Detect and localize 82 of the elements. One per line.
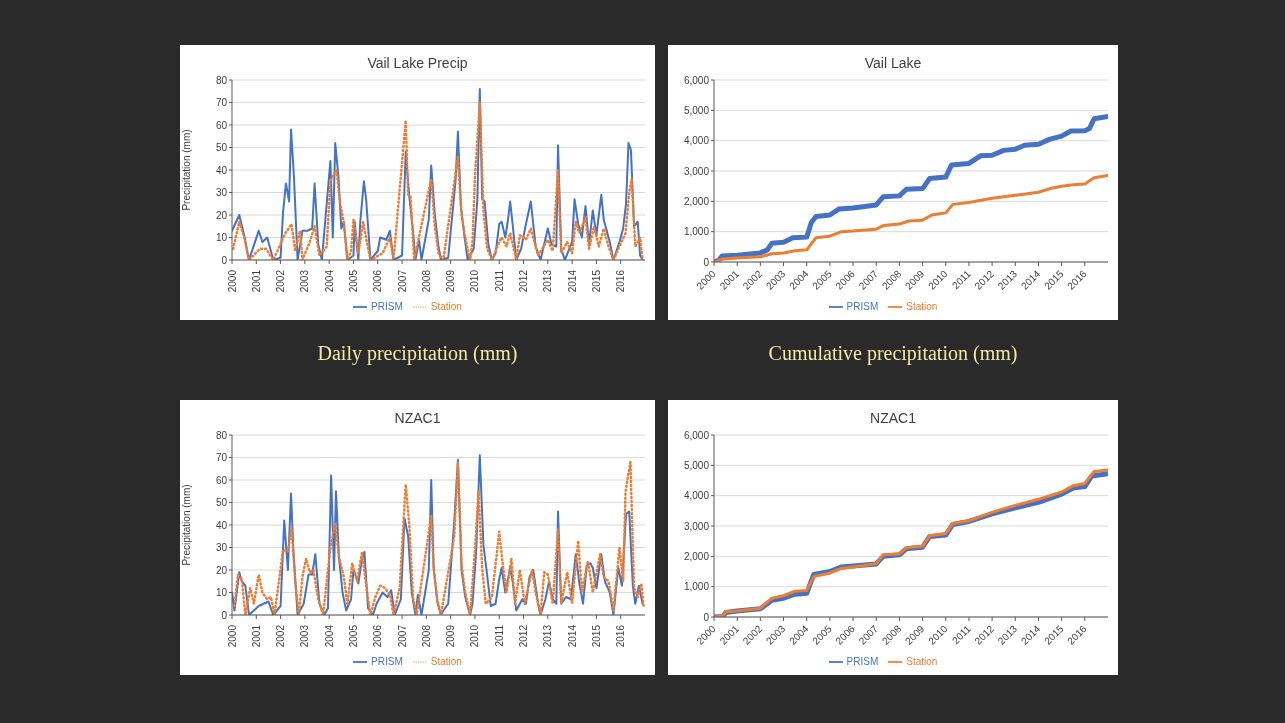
legend-label: PRISM: [846, 655, 879, 667]
x-tick-label: 2014: [566, 624, 578, 648]
x-tick-label: 2009: [445, 269, 457, 293]
x-tick-label: 2010: [469, 269, 481, 293]
legend-label: Station: [906, 300, 938, 312]
legend-label: PRISM: [371, 655, 403, 667]
x-tick-label: 2000: [226, 269, 238, 293]
y-tick-label: 50: [215, 497, 228, 509]
y-tick-label: 70: [215, 97, 228, 109]
x-tick-label: 2016: [615, 624, 627, 648]
chart-title: Vail Lake: [863, 55, 923, 71]
y-tick-label: 60: [215, 119, 228, 131]
x-tick-label: 2001: [250, 269, 262, 293]
y-tick-label: 6,000: [683, 429, 710, 441]
y-tick-label: 5,000: [683, 104, 710, 116]
y-tick-label: 3,000: [683, 520, 710, 532]
y-tick-label: 0: [221, 609, 228, 621]
y-tick-label: 80: [215, 74, 228, 86]
x-tick-label: 2006: [372, 269, 384, 293]
x-tick-label: 2002: [275, 269, 287, 293]
y-tick-label: 20: [215, 564, 228, 576]
y-tick-label: 20: [215, 209, 228, 221]
x-tick-label: 2012: [518, 269, 530, 293]
x-tick-label: 2001: [250, 624, 262, 648]
x-tick-label: 2007: [396, 624, 408, 648]
y-axis-title: Precipitation (mm): [180, 129, 192, 211]
y-tick-label: 40: [215, 519, 228, 531]
x-tick-label: 2012: [518, 624, 530, 648]
x-tick-label: 2013: [542, 269, 554, 293]
y-tick-label: 4,000: [683, 490, 710, 502]
y-tick-label: 10: [215, 587, 228, 599]
x-tick-label: 2003: [299, 269, 311, 293]
chart-title: NZAC1: [393, 410, 442, 426]
x-tick-label: 2015: [590, 269, 602, 293]
legend-label: Station: [430, 300, 462, 312]
y-tick-label: 0: [703, 611, 710, 623]
chart-title: Vail Lake Precip: [366, 55, 469, 71]
x-tick-label: 2000: [226, 624, 238, 648]
y-tick-label: 3,000: [683, 165, 710, 177]
y-tick-label: 6,000: [683, 74, 710, 86]
x-tick-label: 2002: [275, 624, 287, 648]
y-tick-label: 1,000: [683, 226, 710, 238]
y-tick-label: 70: [215, 452, 228, 464]
x-tick-label: 2008: [420, 269, 432, 293]
x-tick-label: 2008: [420, 624, 432, 648]
y-tick-label: 4,000: [683, 135, 710, 147]
x-tick-label: 2003: [299, 624, 311, 648]
y-tick-label: 30: [215, 187, 228, 199]
y-tick-label: 2,000: [683, 550, 710, 562]
x-tick-label: 2013: [542, 624, 554, 648]
legend-label: PRISM: [846, 300, 879, 312]
x-tick-label: 2011: [493, 624, 505, 647]
x-tick-label: 2004: [323, 624, 335, 648]
y-tick-label: 0: [703, 256, 710, 268]
y-tick-label: 10: [215, 232, 228, 244]
y-tick-label: 0: [221, 254, 228, 266]
x-tick-label: 2009: [445, 624, 457, 648]
x-tick-label: 2007: [396, 269, 408, 293]
x-tick-label: 2015: [590, 624, 602, 648]
x-tick-label: 2010: [469, 624, 481, 648]
text: Daily precipitation (mm): [316, 342, 519, 365]
y-tick-label: 2,000: [683, 195, 710, 207]
y-tick-label: 40: [215, 164, 228, 176]
x-tick-label: 2006: [372, 624, 384, 648]
legend-label: Station: [906, 655, 938, 667]
y-tick-label: 1,000: [683, 581, 710, 593]
y-axis-title: Precipitation (mm): [180, 484, 192, 566]
y-tick-label: 60: [215, 474, 228, 486]
x-tick-label: 2016: [615, 269, 627, 293]
text: Cumulative precipitation (mm): [767, 342, 1019, 365]
x-tick-label: 2004: [323, 269, 335, 293]
x-tick-label: 2005: [347, 269, 359, 293]
y-tick-label: 50: [215, 142, 228, 154]
x-tick-label: 2014: [566, 269, 578, 293]
chart-title: NZAC1: [869, 410, 917, 426]
legend-label: PRISM: [371, 300, 403, 312]
y-tick-label: 80: [215, 429, 228, 441]
y-tick-label: 5,000: [683, 459, 710, 471]
x-tick-label: 2011: [493, 269, 505, 292]
y-tick-label: 30: [215, 542, 228, 554]
x-tick-label: 2005: [347, 624, 359, 648]
legend-label: Station: [430, 655, 462, 667]
